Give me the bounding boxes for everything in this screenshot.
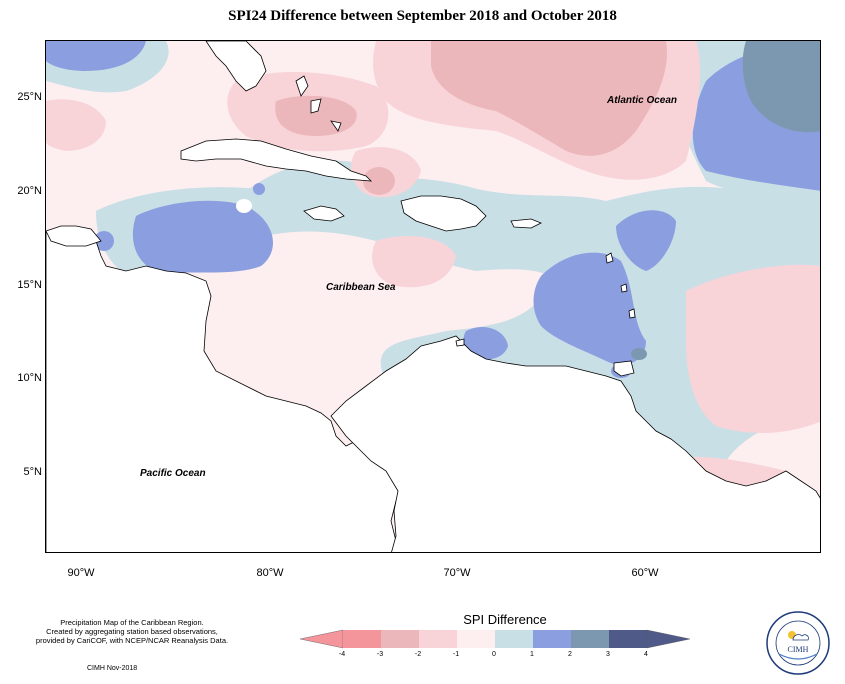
legend-swatch-zero-pos bbox=[495, 630, 533, 648]
zone-pink-east-atlantic bbox=[686, 264, 820, 433]
zone-slate-grenada bbox=[631, 348, 647, 360]
zone-blue-lesser-antilles bbox=[616, 210, 676, 271]
lat-tick-10n: 10°N bbox=[17, 372, 42, 384]
pacific-ocean-label: Pacific Ocean bbox=[140, 468, 206, 479]
spi-difference-map bbox=[46, 41, 820, 552]
zone-rose-haiti bbox=[363, 167, 395, 195]
aruba-island bbox=[455, 338, 465, 347]
legend-tick-neg3: -3 bbox=[376, 651, 384, 658]
lon-tick-90w: 90°W bbox=[67, 567, 95, 579]
lesser-antilles-2 bbox=[620, 283, 628, 293]
zone-white-cayman bbox=[236, 199, 252, 213]
zone-blue-venezuela-coast bbox=[463, 326, 508, 360]
lon-tick-70w: 70°W bbox=[443, 567, 471, 579]
legend-swatch-pos3 bbox=[609, 630, 647, 648]
zone-pink-gulf-west bbox=[46, 99, 106, 151]
landmass-group bbox=[46, 41, 820, 552]
jamaica-land bbox=[303, 205, 345, 222]
trinidad-island bbox=[613, 360, 635, 377]
map-panel: Atlantic Ocean Caribbean Sea Pacific Oce… bbox=[45, 40, 821, 553]
legend-swatch-pos2 bbox=[571, 630, 609, 648]
lat-tick-5n: 5°N bbox=[23, 466, 42, 478]
legend-tick-4: 4 bbox=[644, 651, 648, 658]
puerto-rico-land bbox=[510, 218, 542, 229]
lon-tick-80w: 80°W bbox=[256, 567, 284, 579]
legend-tick-3: 3 bbox=[606, 651, 610, 658]
central-america-land bbox=[46, 230, 402, 552]
legend-tick-1: 1 bbox=[530, 651, 534, 658]
credits-line-2: Created by aggregating station based obs… bbox=[46, 627, 218, 636]
florida-land bbox=[205, 41, 267, 92]
legend-swatch-neg1 bbox=[419, 630, 457, 648]
credits-date: CIMH Nov-2018 bbox=[87, 665, 138, 672]
legend-swatch-neg3 bbox=[343, 630, 381, 648]
legend-arrow-left bbox=[300, 629, 344, 649]
zone-pink-central-caribbean bbox=[372, 236, 456, 288]
lat-tick-20n: 20°N bbox=[17, 185, 42, 197]
zone-blue-cuba-spot bbox=[253, 183, 265, 195]
lat-tick-15n: 15°N bbox=[17, 279, 42, 291]
islands-group bbox=[295, 75, 636, 377]
hispaniola-land bbox=[400, 195, 487, 232]
credits-block: Precipitation Map of the Caribbean Regio… bbox=[14, 618, 250, 645]
legend-arrow-right bbox=[646, 629, 690, 649]
bahamas-islands-3 bbox=[330, 120, 342, 132]
legend-title: SPI Difference bbox=[463, 612, 547, 627]
legend-swatch-neg2 bbox=[381, 630, 419, 648]
zone-blue-west-caribbean bbox=[132, 200, 273, 273]
lon-tick-60w: 60°W bbox=[631, 567, 659, 579]
legend-tick-neg2: -2 bbox=[414, 651, 422, 658]
south-america-land bbox=[330, 335, 820, 552]
zone-blue-gulf bbox=[46, 41, 146, 71]
lesser-antilles-3 bbox=[628, 308, 636, 319]
cloud-icon bbox=[792, 634, 809, 641]
map-title: SPI24 Difference between September 2018 … bbox=[228, 8, 617, 24]
logo-text: CIMH bbox=[788, 645, 809, 654]
legend-tick-neg1: -1 bbox=[452, 651, 460, 658]
yucatan-land bbox=[46, 225, 102, 247]
bahamas-islands bbox=[295, 75, 309, 97]
zone-blue-east-caribbean bbox=[533, 252, 646, 365]
cuba-land bbox=[180, 138, 373, 182]
zone-blue-honduras bbox=[94, 231, 114, 251]
lesser-antilles-1 bbox=[605, 252, 614, 264]
legend-swatch-zero-neg bbox=[457, 630, 495, 648]
atlantic-ocean-label: Atlantic Ocean bbox=[607, 95, 678, 106]
caribbean-sea-label: Caribbean Sea bbox=[326, 282, 396, 293]
zone-slate-atlantic bbox=[742, 41, 820, 133]
credits-line-3: provided by CariCOF, with NCEP/NCAR Rean… bbox=[35, 636, 229, 645]
color-scale-bar bbox=[300, 629, 690, 649]
cimh-logo: CIMH bbox=[766, 611, 830, 675]
bahamas-islands-2 bbox=[310, 98, 322, 114]
legend-tick-2: 2 bbox=[568, 651, 572, 658]
legend-swatch-pos1 bbox=[533, 630, 571, 648]
credits-line-1: Precipitation Map of the Caribbean Regio… bbox=[60, 618, 204, 627]
legend-tick-neg4: -4 bbox=[338, 651, 346, 658]
legend-tick-0: 0 bbox=[492, 651, 496, 658]
lat-tick-25n: 25°N bbox=[17, 91, 42, 103]
zone-rose-atlantic bbox=[431, 41, 667, 156]
